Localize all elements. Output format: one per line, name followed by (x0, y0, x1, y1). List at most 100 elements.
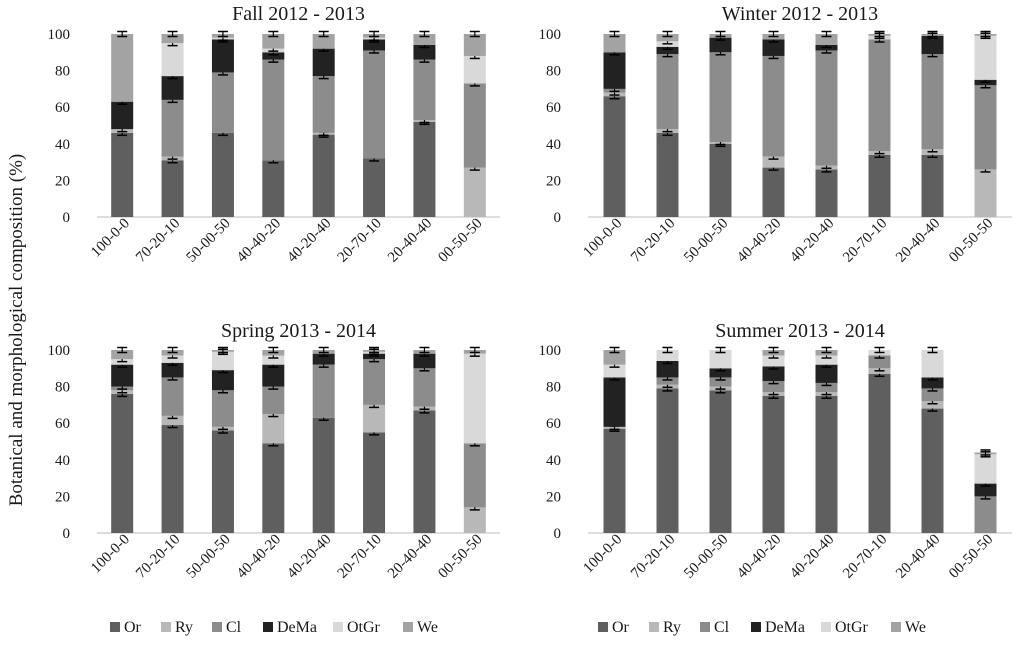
bar-segment-we (656, 34, 679, 42)
bar-segment-otgr (709, 350, 732, 369)
bar-segment-dema (312, 353, 335, 365)
bar-segment-dema (762, 366, 785, 382)
x-tick-label: 100-0-0 (580, 532, 625, 577)
bar-segment-cl (656, 377, 679, 385)
legend-swatch-or (110, 622, 120, 632)
bar-segment-we (111, 350, 134, 360)
legend-swatch-we (891, 622, 901, 632)
x-tick-label: 40-40-20 (734, 216, 784, 266)
bar-segment-or (815, 169, 838, 217)
bar-segment-dema (211, 370, 234, 391)
bar-segment-cl (211, 72, 234, 133)
bar-segment-or (161, 425, 184, 533)
y-tick-label: 100 (539, 27, 562, 43)
y-tick-label: 60 (55, 416, 70, 432)
y-tick-label: 40 (546, 453, 561, 469)
y-tick-label: 0 (63, 526, 71, 542)
bar-segment-otgr (262, 355, 285, 365)
bar-segment-otgr (603, 364, 626, 378)
bar-segment-cl (974, 496, 997, 533)
bar-segment-cl (762, 55, 785, 157)
bar-segment-dema (656, 46, 679, 55)
bar-segment-or (111, 132, 134, 217)
bar-segment-dema (413, 353, 436, 369)
bar-segment-we (262, 34, 285, 49)
bar-segment-we (815, 34, 838, 45)
x-tick-label: 40-40-20 (234, 532, 284, 582)
legend-label: Cl (226, 619, 242, 636)
bar-segment-or (709, 390, 732, 533)
x-tick-label: 20-40-40 (385, 532, 435, 582)
bar-segment-dema (709, 37, 732, 53)
y-tick-label: 40 (55, 137, 70, 153)
x-tick-label: 00-50-50 (946, 216, 996, 266)
y-tick-label: 80 (546, 380, 561, 396)
y-tick-label: 0 (554, 526, 562, 542)
bar-segment-dema (161, 362, 184, 378)
bar-segment-ry (974, 169, 997, 217)
bar-segment-otgr (211, 351, 234, 371)
chart-title: Fall 2012 - 2013 (232, 3, 365, 25)
legend-swatch-ry (649, 622, 659, 632)
bar-segment-otgr (762, 355, 785, 367)
bar-segment-cl (312, 364, 335, 418)
legend-label: DeMa (277, 619, 317, 636)
legend-label: We (417, 619, 438, 636)
legend-2: Or Ry Cl DeMa OtGr We (598, 619, 926, 636)
bar-segment-otgr (921, 350, 944, 378)
bar-segment-cl (815, 382, 838, 393)
chart-title: Summer 2013 - 2014 (715, 320, 884, 342)
legend-label: DeMa (765, 619, 805, 636)
y-tick-label: 80 (55, 64, 70, 80)
x-tick-label: 100-0-0 (88, 216, 133, 261)
bar-segment-we (312, 34, 335, 49)
bar-segment-or (762, 395, 785, 533)
bar-segment-dema (413, 44, 436, 60)
legend-label: Or (612, 619, 630, 636)
y-tick-label: 100 (48, 343, 71, 359)
x-tick-label: 50-00-50 (681, 532, 731, 582)
legend-label: Cl (714, 619, 730, 636)
bar-segment-dema (762, 39, 785, 56)
bar-segment-cl (262, 386, 285, 415)
bar-segment-cl (413, 368, 436, 407)
x-tick-label: 40-20-40 (284, 216, 334, 266)
x-tick-label: 20-40-40 (385, 216, 435, 266)
legend-swatch-cl (212, 622, 222, 632)
bar-segment-cl (762, 381, 785, 393)
bar-segment-dema (312, 48, 335, 77)
bar-segment-or (815, 395, 838, 533)
legend-label: OtGr (347, 619, 381, 636)
chart-panel-2: Winter 2012 - 2013 0 20 40 60 80 100 100-0-0 70-… (539, 3, 1012, 266)
bar-segment-dema (921, 35, 944, 55)
x-tick-label: 20-70-10 (840, 532, 890, 582)
bar-segment-ry (161, 415, 184, 426)
y-tick-label: 80 (55, 380, 70, 396)
chart-title: Spring 2013 - 2014 (221, 320, 376, 342)
x-tick-label: 20-40-40 (893, 532, 943, 582)
legend-swatch-otgr (821, 622, 831, 632)
legend-label: We (905, 619, 926, 636)
y-tick-label: 0 (554, 210, 562, 226)
bar-segment-or (762, 167, 785, 217)
legend-swatch-we (403, 622, 413, 632)
y-tick-label: 60 (546, 100, 561, 116)
bar-segment-or (413, 121, 436, 217)
y-tick-label: 100 (539, 343, 562, 359)
x-tick-label: 40-20-40 (284, 532, 334, 582)
y-tick-label: 20 (55, 489, 70, 505)
bar-segment-or (363, 158, 386, 217)
legend-1: Or Ry Cl DeMa OtGr We (110, 619, 438, 636)
bar-segment-cl (709, 52, 732, 142)
x-tick-label: 20-40-40 (893, 216, 943, 266)
y-tick-label: 20 (546, 489, 561, 505)
bar-segment-dema (262, 364, 285, 387)
x-tick-label: 20-70-10 (335, 532, 385, 582)
bar-segment-ry (463, 167, 486, 217)
bar-segment-dema (262, 52, 285, 60)
y-tick-label: 100 (48, 27, 71, 43)
legend-label: Or (124, 619, 142, 636)
bar-segment-cl (709, 377, 732, 387)
bar-segment-dema (974, 483, 997, 497)
bar-segment-dema (211, 39, 234, 73)
